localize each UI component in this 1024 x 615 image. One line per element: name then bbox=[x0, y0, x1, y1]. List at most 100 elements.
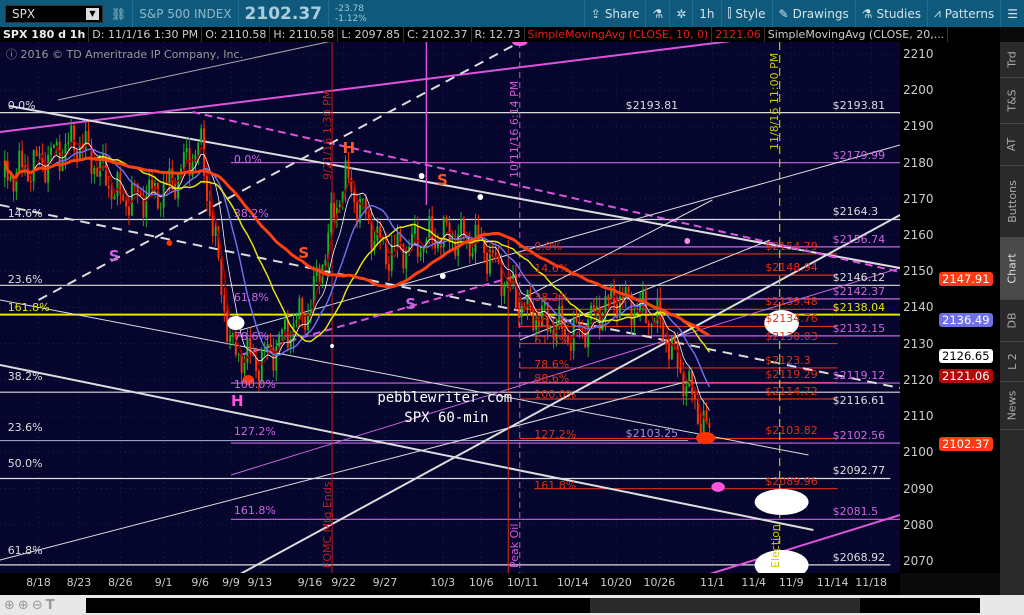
sma20-label[interactable]: SimpleMovingAvg (CLOSE, 20,... bbox=[765, 27, 949, 42]
link-icon[interactable]: ⛓ bbox=[111, 6, 127, 21]
time-axis[interactable]: 8/18 8/23 8/26 9/1 9/6 9/9 9/13 9/16 9/22 9/27 10/… bbox=[0, 573, 900, 595]
divider bbox=[327, 0, 329, 27]
candle bbox=[205, 175, 208, 202]
fib-label: 127.2% bbox=[534, 428, 577, 442]
side-tab-trd[interactable]: Trd bbox=[1000, 42, 1024, 78]
candle bbox=[621, 296, 624, 299]
share-button[interactable]: ⇪ Share bbox=[583, 0, 646, 27]
price-chart[interactable]: ⓘ 2016 © TD Ameritrade IP Company, Inc. … bbox=[0, 42, 900, 573]
price-level-label: $2102.56 bbox=[832, 429, 886, 443]
candle bbox=[237, 354, 240, 356]
candle bbox=[275, 346, 278, 371]
x-tick-label: 11/9 bbox=[778, 576, 804, 589]
candle bbox=[702, 410, 705, 435]
side-tab-at[interactable]: AT bbox=[1000, 124, 1024, 166]
patterns-button[interactable]: ⩘ Patterns bbox=[927, 0, 1000, 27]
sma20-line bbox=[4, 142, 710, 411]
candle bbox=[665, 340, 668, 344]
x-tick-label: 9/22 bbox=[331, 576, 356, 589]
net-change: -23.78 -1.12% bbox=[335, 4, 367, 24]
candle bbox=[509, 278, 512, 282]
symbol-selector[interactable]: SPX ▼ bbox=[5, 4, 103, 23]
fib-label: 100.0% bbox=[233, 377, 276, 391]
candle bbox=[408, 246, 411, 250]
candle bbox=[656, 298, 659, 324]
price-level-label: $2179.99 bbox=[832, 148, 886, 162]
candle bbox=[32, 150, 35, 182]
sma10-label[interactable]: SimpleMovingAvg (CLOSE, 10, 0) bbox=[525, 27, 713, 42]
studies-button[interactable]: ⚗ Studies bbox=[854, 0, 927, 27]
x-tick-label: 9/6 bbox=[191, 576, 210, 589]
scrollbar-thumb[interactable] bbox=[590, 598, 860, 613]
candle bbox=[194, 154, 197, 163]
tab-label: AT bbox=[1005, 137, 1019, 152]
style-button[interactable]: ⫿ Style bbox=[720, 0, 772, 27]
x-tick-label: 11/1 bbox=[699, 576, 725, 589]
candle bbox=[220, 258, 223, 296]
fib-label: 38.2% bbox=[534, 290, 570, 304]
fib-label: 38.2% bbox=[233, 207, 269, 221]
drawings-button[interactable]: ✎ Drawings bbox=[771, 0, 855, 27]
bar-low: L: 2097.85 bbox=[338, 27, 405, 42]
candle bbox=[500, 261, 503, 296]
candle bbox=[468, 237, 471, 257]
settings-button[interactable]: ✲ bbox=[669, 0, 692, 27]
candle bbox=[538, 319, 541, 326]
candle bbox=[610, 285, 613, 299]
candle bbox=[526, 289, 529, 310]
price-axis[interactable]: 2070 2080 2090 2100 2110 2120 2130 2140 2150 2160… bbox=[900, 42, 1000, 573]
zoom-in-icon[interactable]: ⊕ bbox=[17, 597, 29, 613]
chart-label: SPX 180 d 1h bbox=[0, 27, 90, 42]
zoom-out-icon[interactable]: ⊖ bbox=[31, 597, 43, 613]
marker-dot bbox=[330, 344, 335, 348]
tab-label: Buttons bbox=[1005, 180, 1019, 223]
candle bbox=[255, 353, 258, 371]
candle bbox=[278, 334, 281, 347]
side-tab-db[interactable]: DB bbox=[1000, 300, 1024, 342]
style-label: Style bbox=[735, 6, 766, 21]
candle bbox=[543, 301, 546, 306]
price-level-label: $2114.72 bbox=[765, 385, 818, 398]
candle bbox=[324, 259, 327, 266]
flask-button[interactable]: ⚗ bbox=[645, 0, 669, 27]
side-tab-chart[interactable]: Chart bbox=[1000, 238, 1024, 300]
text-tool-icon[interactable]: T bbox=[45, 597, 55, 613]
tab-label: Trd bbox=[1005, 51, 1019, 68]
candle bbox=[309, 309, 312, 313]
candle bbox=[673, 337, 676, 342]
side-tab-l2[interactable]: L 2 bbox=[1000, 342, 1024, 382]
timeframe-button[interactable]: 1h bbox=[692, 0, 720, 27]
fib-label: 0.0% bbox=[7, 98, 36, 112]
trend-line bbox=[0, 42, 732, 133]
crosshair-icon[interactable]: ⊕ bbox=[4, 597, 15, 613]
candle bbox=[483, 234, 486, 253]
candle bbox=[142, 195, 145, 218]
candle bbox=[607, 295, 610, 299]
pattern-label: H bbox=[231, 392, 244, 410]
bar-range: R: 12.73 bbox=[472, 27, 525, 42]
candle bbox=[390, 245, 393, 271]
trend-line bbox=[0, 379, 694, 561]
price-level-label: $2134.76 bbox=[765, 312, 818, 326]
candle bbox=[304, 316, 307, 331]
candle bbox=[312, 276, 315, 310]
candle bbox=[191, 162, 194, 176]
chevron-down-icon[interactable]: ▼ bbox=[86, 7, 99, 20]
fib-label: 14.6% bbox=[534, 261, 570, 275]
menu-button[interactable]: ☰ bbox=[1000, 0, 1024, 27]
candle bbox=[347, 160, 350, 179]
candle bbox=[18, 150, 21, 173]
candle bbox=[165, 182, 168, 184]
candle bbox=[705, 410, 708, 423]
time-scrollbar[interactable] bbox=[86, 598, 980, 613]
side-tab-news[interactable]: News bbox=[1000, 382, 1024, 430]
candle bbox=[298, 298, 301, 321]
candle bbox=[122, 194, 125, 201]
x-tick-label: 10/20 bbox=[600, 576, 632, 589]
candle bbox=[422, 246, 425, 252]
y-tick-label: 2090 bbox=[903, 481, 934, 496]
side-tab-ts[interactable]: T&S bbox=[1000, 78, 1024, 124]
candle bbox=[78, 143, 81, 159]
side-tab-buttons[interactable]: Buttons bbox=[1000, 166, 1024, 238]
price-level-label: $2130.03 bbox=[765, 329, 818, 343]
